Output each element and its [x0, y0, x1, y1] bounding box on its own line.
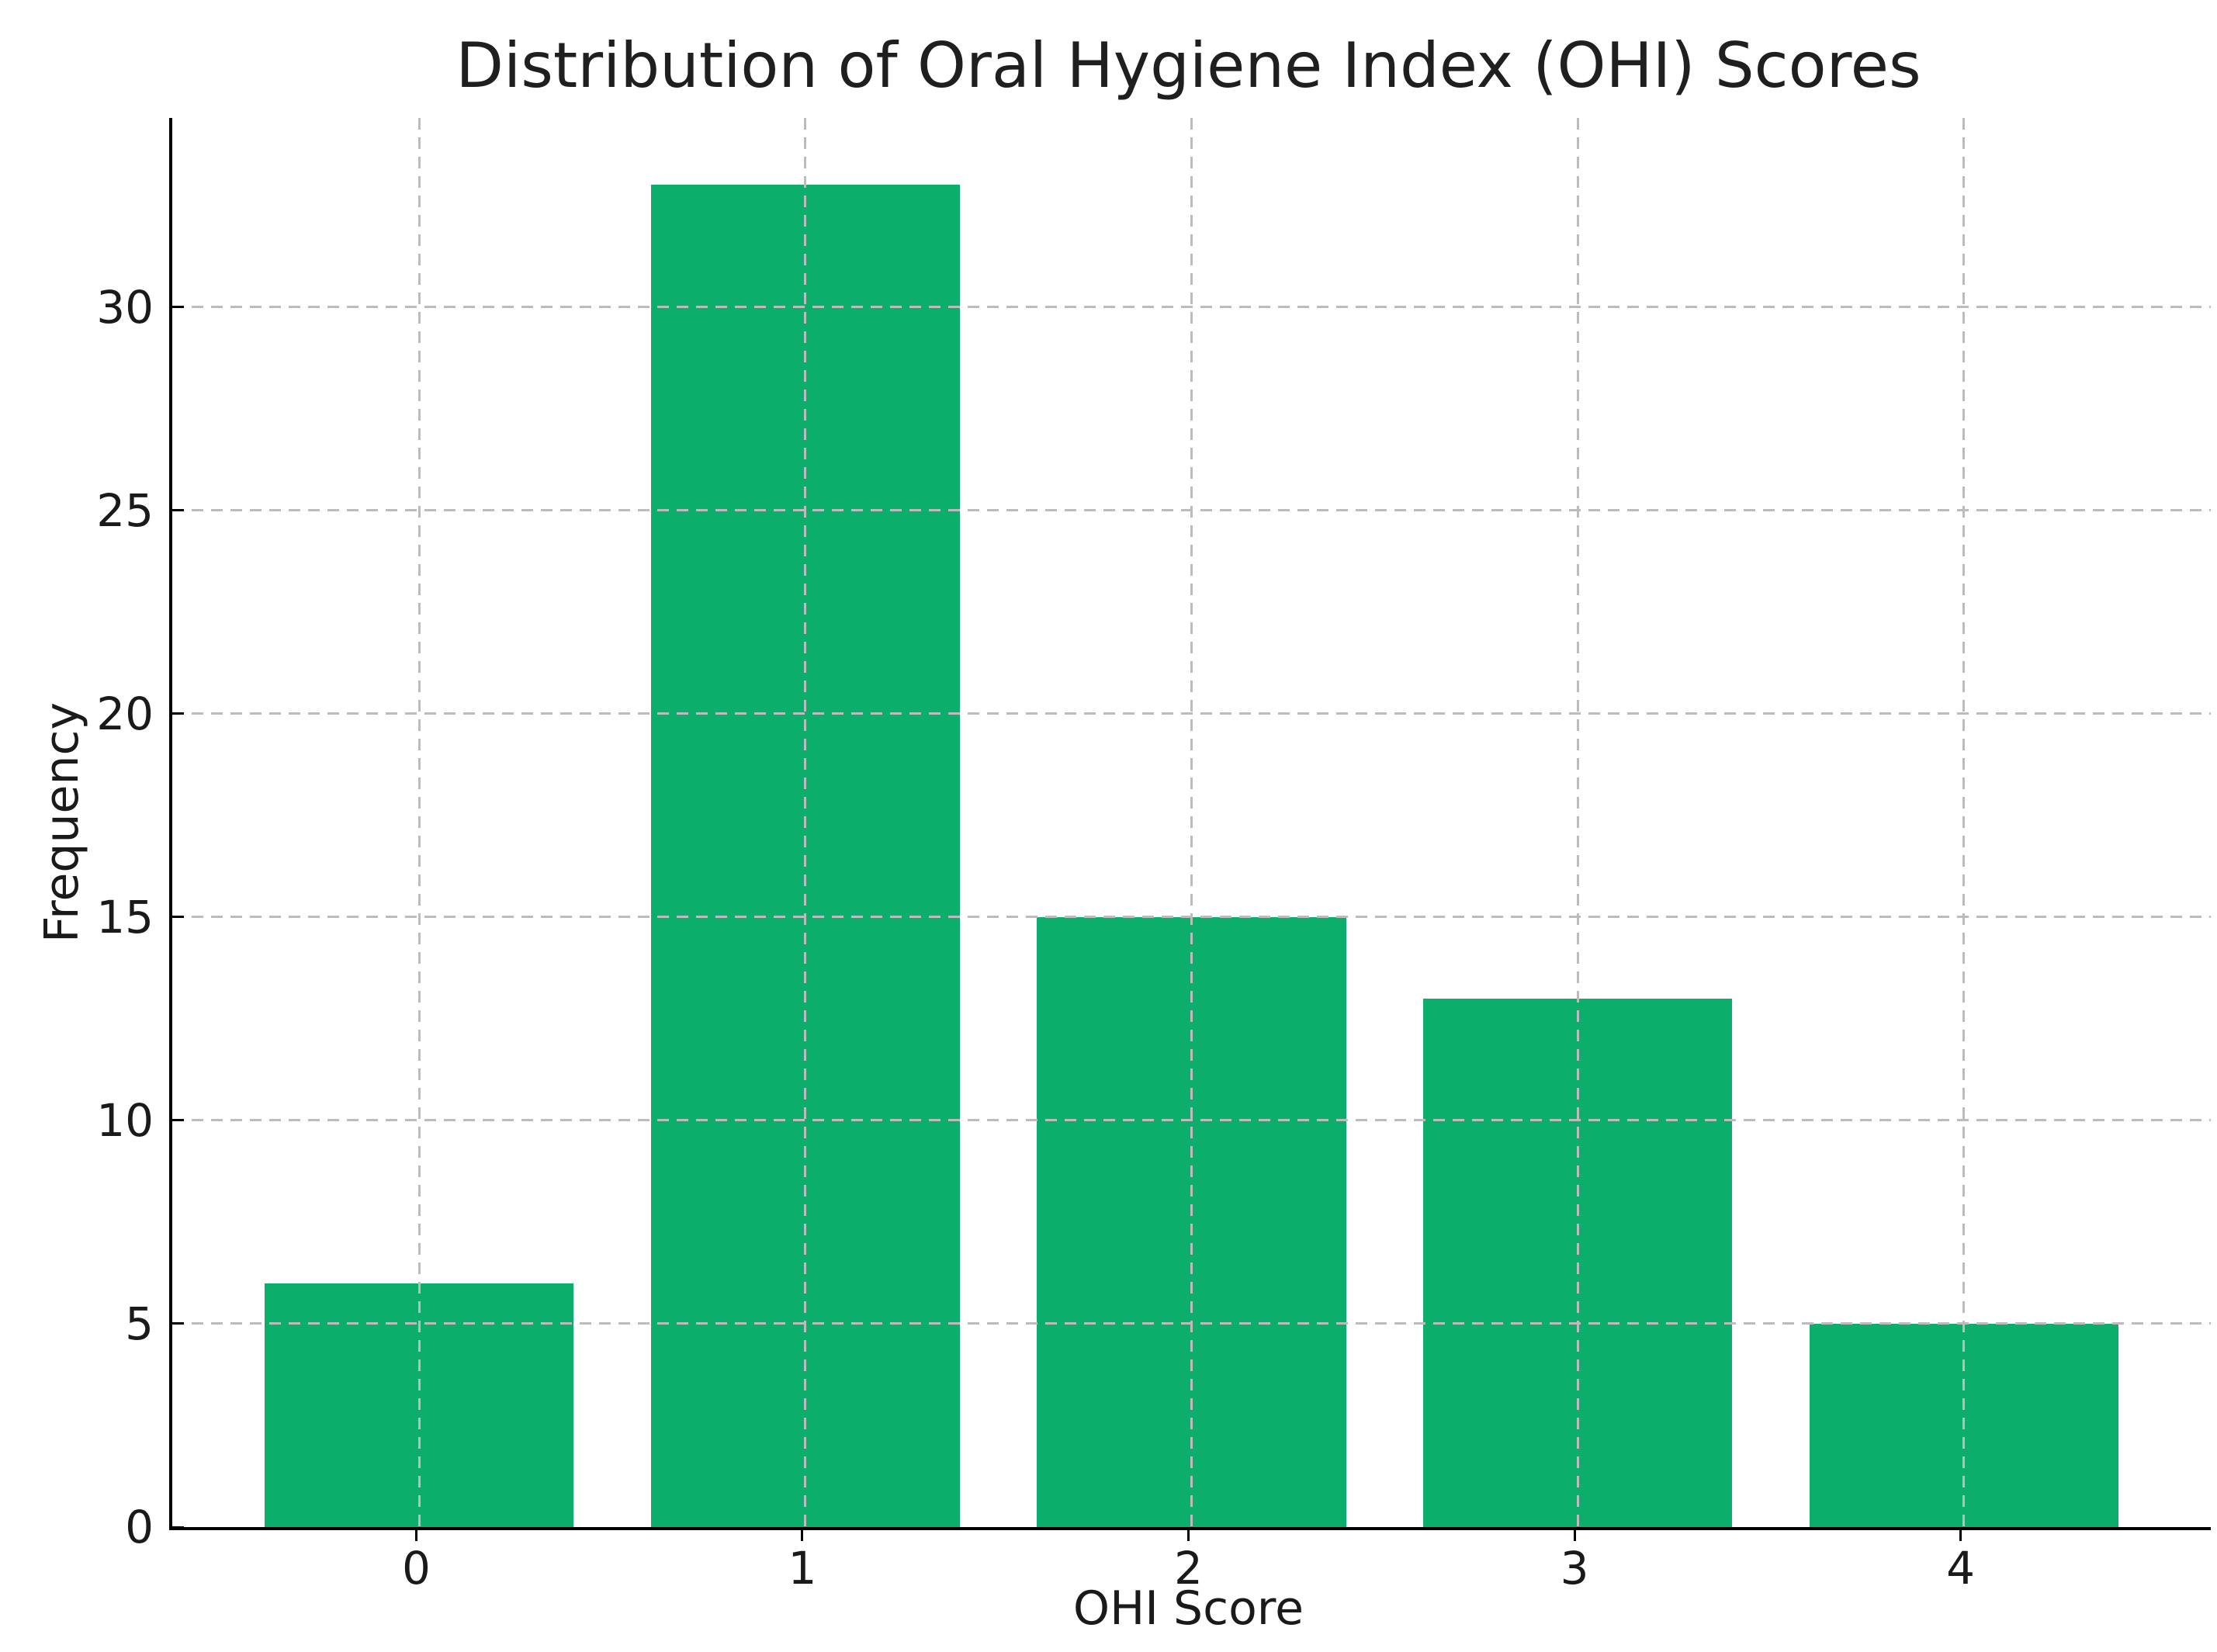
y-tick-label: 25: [96, 483, 154, 537]
y-axis-tick: [172, 1322, 184, 1325]
x-axis-tick: [1573, 1530, 1576, 1541]
h-gridline: [172, 509, 2211, 512]
bar: [650, 185, 960, 1527]
bar: [1037, 916, 1346, 1527]
bar: [1423, 998, 1733, 1527]
h-gridline: [172, 1322, 2211, 1325]
y-tick-label: 30: [96, 280, 154, 334]
x-tick-label: 3: [1560, 1542, 1589, 1595]
h-gridline: [172, 712, 2211, 715]
plot-area: [169, 118, 2211, 1530]
bar: [265, 1283, 574, 1527]
y-axis-tick: [172, 509, 184, 512]
x-axis-tick: [1959, 1530, 1962, 1541]
x-tick-label: 4: [1946, 1542, 1976, 1595]
h-gridline: [172, 1119, 2211, 1122]
h-gridline: [172, 306, 2211, 309]
bars-layer: [172, 118, 2211, 1527]
y-axis-tick: [172, 712, 184, 715]
x-tick-label: 2: [1174, 1542, 1203, 1595]
y-tick-label: 5: [125, 1297, 154, 1350]
y-tick-label: 10: [96, 1093, 154, 1147]
y-tick-label: 15: [96, 890, 154, 944]
v-gridline: [1962, 118, 1966, 1527]
y-tick-label: 0: [125, 1501, 154, 1553]
y-axis-tick: [172, 1119, 184, 1122]
v-gridline: [1190, 118, 1193, 1527]
y-tick-label: 20: [96, 687, 154, 740]
y-axis-tick: [172, 306, 184, 309]
bar: [1809, 1323, 2118, 1527]
x-axis-tick: [1187, 1530, 1190, 1541]
x-tick-label: 0: [401, 1542, 431, 1595]
y-axis-tick: [172, 916, 184, 919]
h-gridline: [172, 916, 2211, 919]
grid-layer: [172, 118, 2211, 1527]
chart-title: Distribution of Oral Hygiene Index (OHI)…: [456, 29, 1921, 102]
v-gridline: [1576, 118, 1579, 1527]
v-gridline: [417, 118, 421, 1527]
x-axis-label: OHI Score: [1072, 1581, 1304, 1636]
x-axis-tick: [414, 1530, 417, 1541]
x-axis-tick: [801, 1530, 804, 1541]
v-gridline: [804, 118, 807, 1527]
x-tick-label: 1: [788, 1542, 817, 1595]
y-axis-tick: [172, 1526, 184, 1529]
